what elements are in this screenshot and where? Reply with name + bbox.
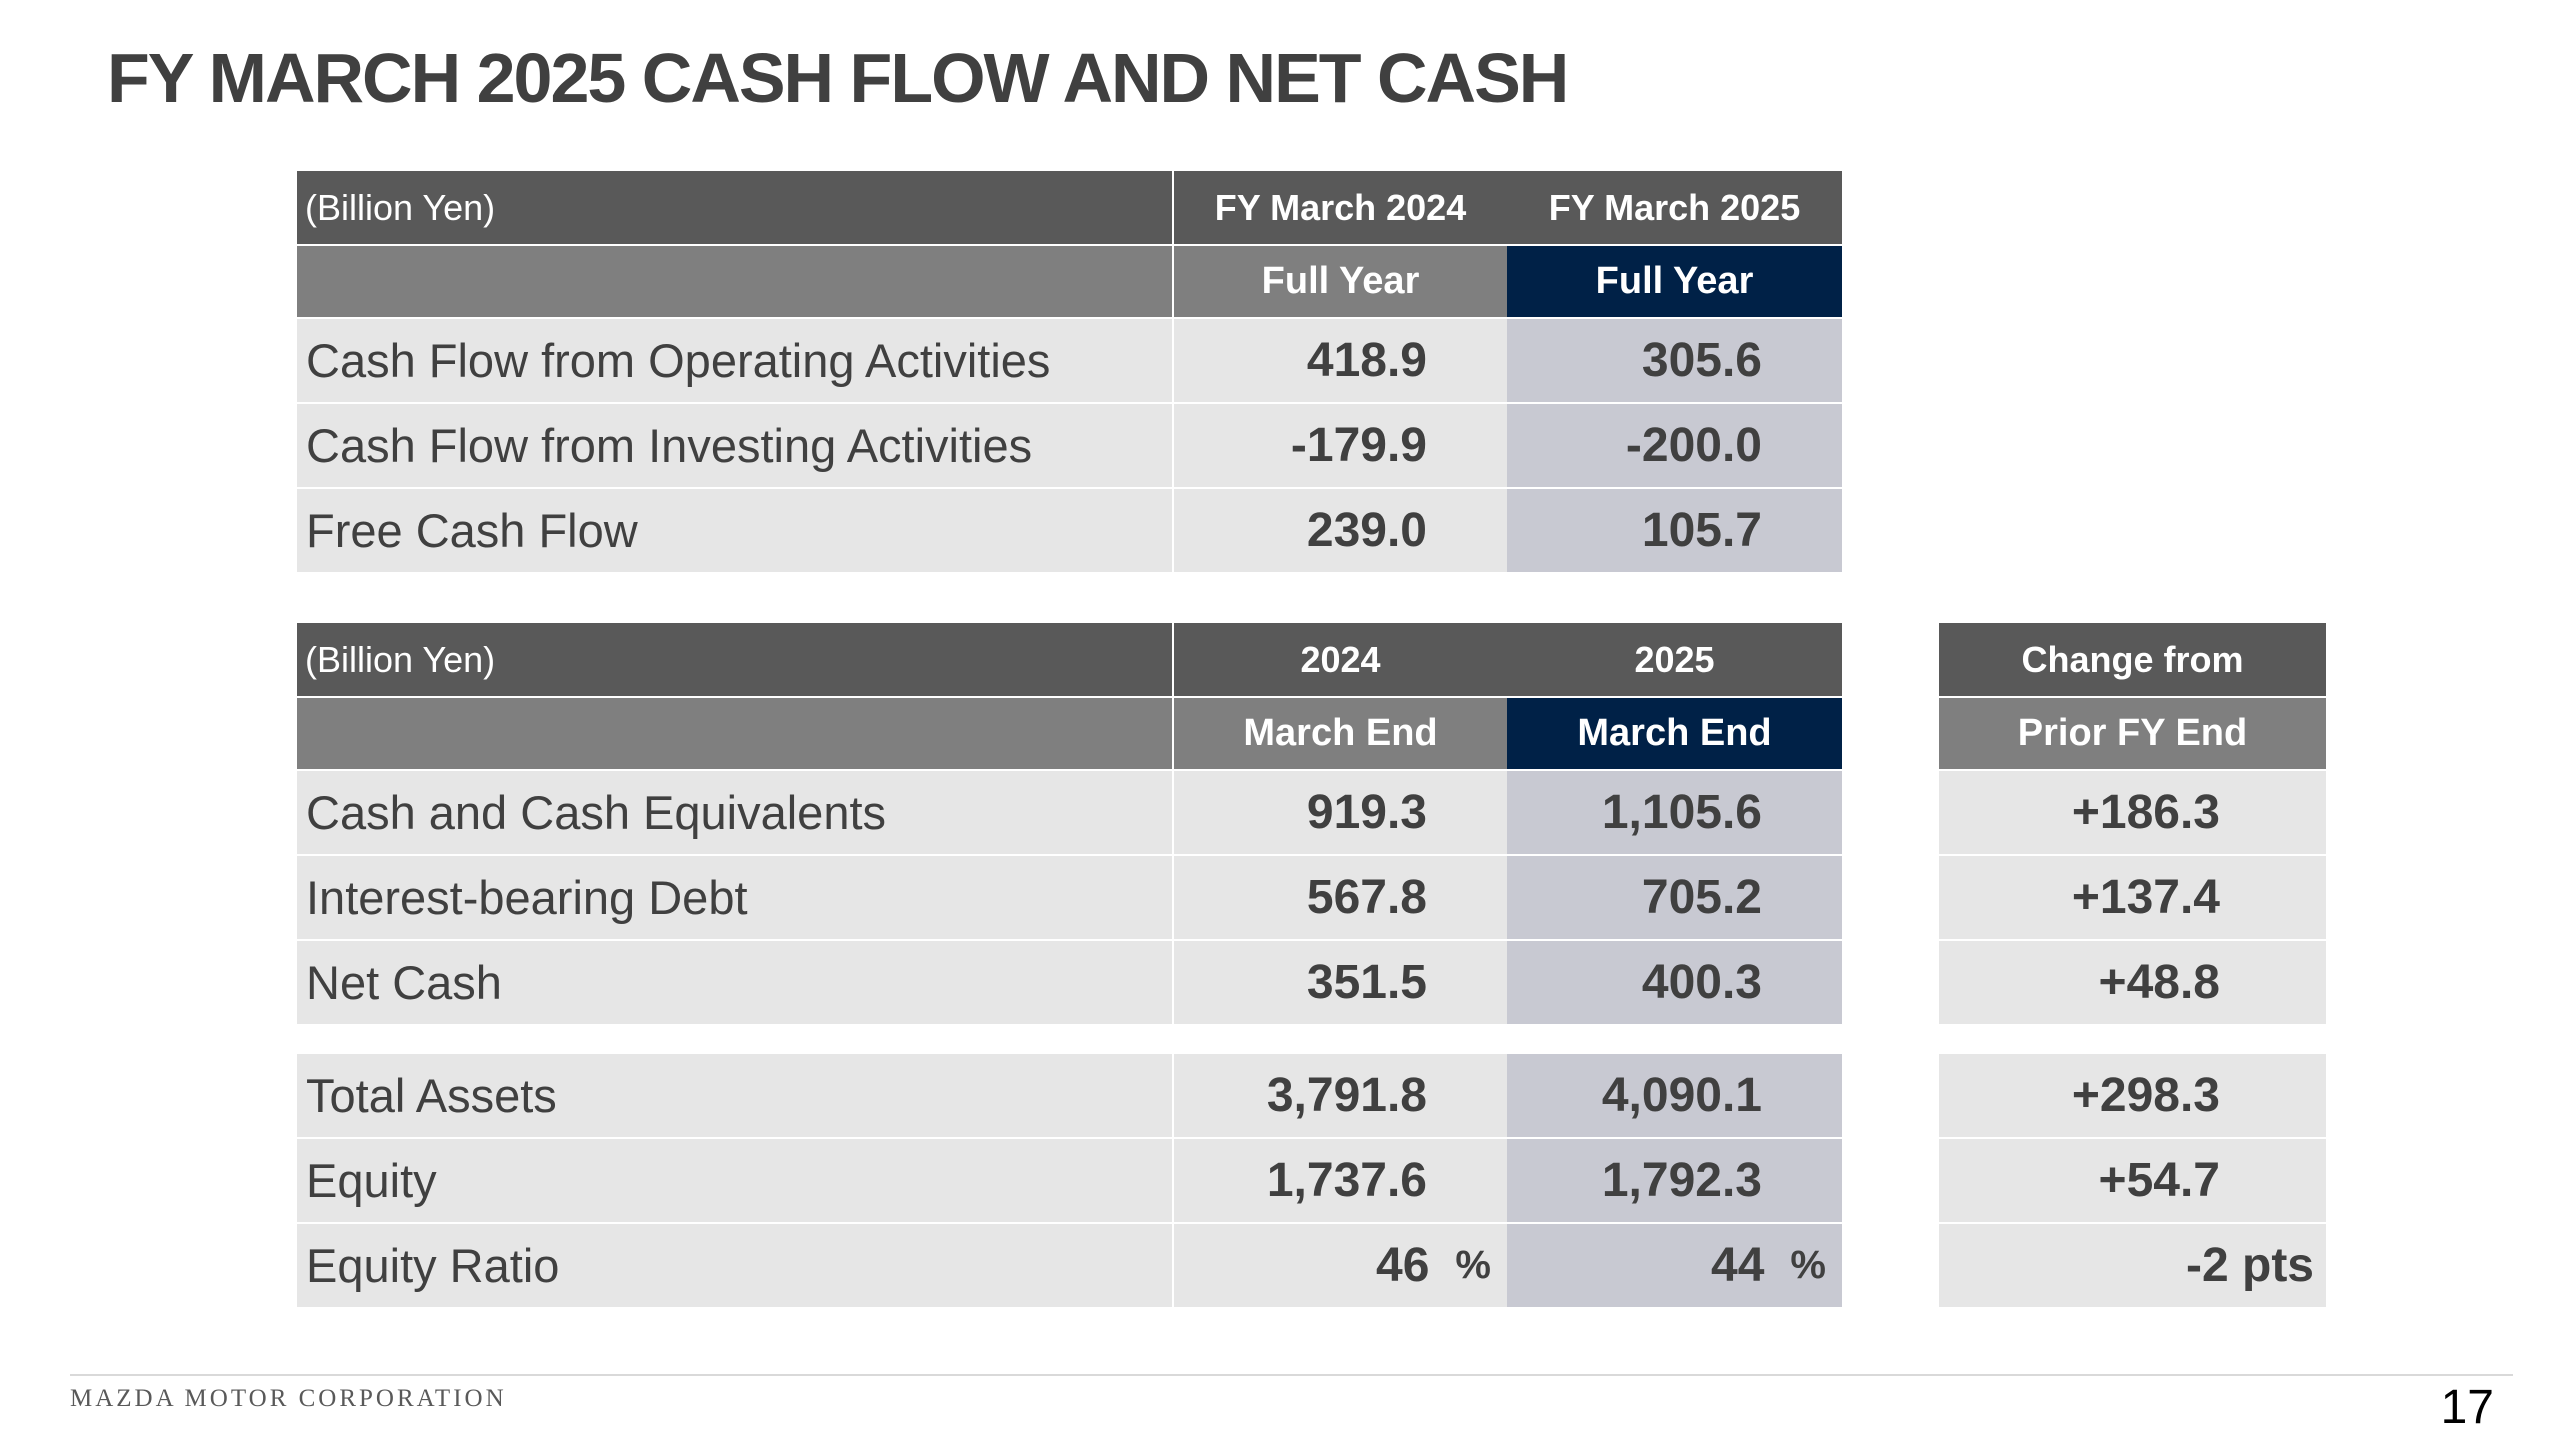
value-change: +48.8: [1939, 941, 2326, 1024]
value-2025: 400.3: [1507, 941, 1842, 1024]
col-header-2025: 2025: [1507, 623, 1842, 696]
unit-label: (Billion Yen): [297, 623, 1172, 696]
col-header-2024: 2024: [1172, 623, 1507, 696]
value-2024: 3,791.8: [1172, 1054, 1507, 1137]
subheader-2025: March End: [1507, 698, 1842, 769]
value-2025: 1,105.6: [1507, 771, 1842, 854]
percent-sign: %: [1455, 1243, 1491, 1287]
subheader-fy2025: Full Year: [1507, 246, 1842, 317]
col-header-change: Change from: [1939, 623, 2326, 696]
value-change: +298.3: [1939, 1054, 2326, 1137]
value-2024: 1,737.6: [1172, 1139, 1507, 1222]
subheader-blank: [297, 698, 1172, 769]
row-label: Free Cash Flow: [297, 489, 1172, 572]
value-change: -2 pts: [1939, 1224, 2326, 1307]
page-number: 17: [2440, 1381, 2494, 1434]
row-label: Cash and Cash Equivalents: [297, 771, 1172, 854]
value-2024: 46%: [1172, 1224, 1507, 1307]
subheader-blank: [297, 246, 1172, 317]
value-change: +186.3: [1939, 771, 2326, 854]
footer-divider: [70, 1374, 2513, 1376]
row-label: Cash Flow from Operating Activities: [297, 319, 1172, 402]
subheader-fy2024: Full Year: [1172, 246, 1507, 317]
subheader-change: Prior FY End: [1939, 698, 2326, 769]
ratio-value: 46: [1376, 1239, 1430, 1292]
value-2024: 351.5: [1172, 941, 1507, 1024]
value-2025: 4,090.1: [1507, 1054, 1842, 1137]
value-2024: 567.8: [1172, 856, 1507, 939]
value-2024: 418.9: [1172, 319, 1507, 402]
value-2024: 919.3: [1172, 771, 1507, 854]
value-2024: 239.0: [1172, 489, 1507, 572]
value-2025: 305.6: [1507, 319, 1842, 402]
ratio-value: 44: [1711, 1239, 1765, 1292]
value-2025: -200.0: [1507, 404, 1842, 487]
row-label: Net Cash: [297, 941, 1172, 1024]
value-change: +137.4: [1939, 856, 2326, 939]
unit-label: (Billion Yen): [297, 171, 1172, 244]
col-header-fy2024: FY March 2024: [1172, 171, 1507, 244]
row-label: Equity Ratio: [297, 1224, 1172, 1307]
subheader-2024: March End: [1172, 698, 1507, 769]
row-label: Total Assets: [297, 1054, 1172, 1137]
col-header-fy2025: FY March 2025: [1507, 171, 1842, 244]
row-label: Interest-bearing Debt: [297, 856, 1172, 939]
row-label: Equity: [297, 1139, 1172, 1222]
value-2025: 705.2: [1507, 856, 1842, 939]
percent-sign: %: [1790, 1243, 1826, 1287]
value-2024: -179.9: [1172, 404, 1507, 487]
value-2025: 1,792.3: [1507, 1139, 1842, 1222]
value-2025: 105.7: [1507, 489, 1842, 572]
company-name: MAZDA MOTOR CORPORATION: [70, 1385, 507, 1412]
value-2025: 44%: [1507, 1224, 1842, 1307]
page-title: FY MARCH 2025 CASH FLOW AND NET CASH: [107, 39, 1569, 117]
value-change: +54.7: [1939, 1139, 2326, 1222]
row-label: Cash Flow from Investing Activities: [297, 404, 1172, 487]
